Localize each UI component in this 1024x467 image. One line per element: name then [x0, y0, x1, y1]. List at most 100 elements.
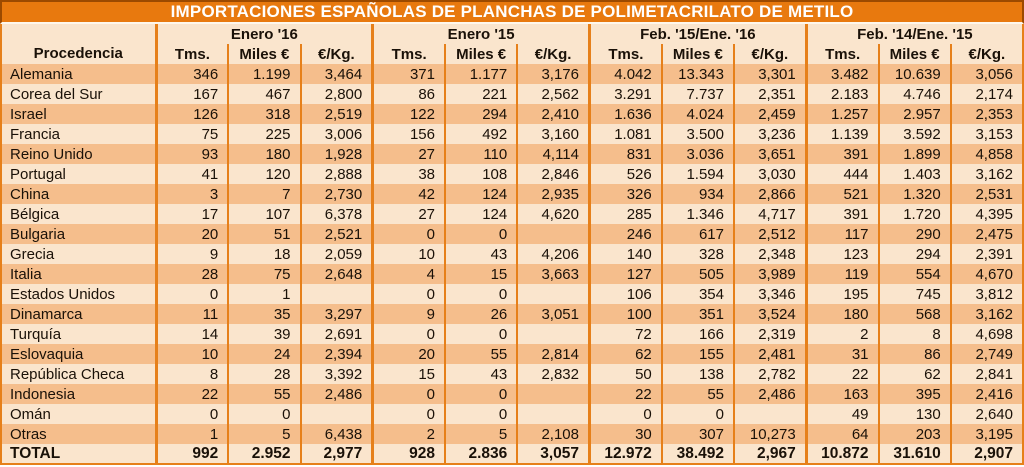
value-cell: 3,392 — [299, 364, 373, 384]
value-cell: 4.024 — [660, 104, 734, 124]
value-cell: 120 — [227, 164, 301, 184]
value-cell: 124 — [443, 184, 518, 204]
value-cell: 7.737 — [660, 84, 734, 104]
table-row: Israel 126 318 2,519 122 294 2,410 1.636 4.024 2,… — [1, 104, 1023, 124]
value-cell: 568 — [877, 304, 951, 324]
value-cell: 2.183 — [804, 84, 879, 104]
value-cell: 1.720 — [877, 204, 951, 224]
value-cell: 307 — [660, 424, 734, 444]
value-cell: 7 — [227, 184, 301, 204]
value-cell: 24 — [227, 344, 301, 364]
value-cell: 2,351 — [732, 84, 807, 104]
sub-header-5: Miles € — [443, 44, 518, 64]
country-cell: Portugal — [1, 164, 156, 184]
value-cell: 371 — [371, 64, 445, 84]
value-cell: 3,176 — [516, 64, 590, 84]
value-cell: 20 — [371, 344, 445, 364]
table-row: Bélgica 17 107 6,378 27 124 4,620 285 1.346 4,717… — [1, 204, 1023, 224]
value-cell: 180 — [804, 304, 879, 324]
value-cell: 1.403 — [877, 164, 951, 184]
value-cell: 2,391 — [949, 244, 1023, 264]
value-cell: 2 — [804, 324, 879, 344]
value-cell: 108 — [443, 164, 518, 184]
value-cell: 51 — [227, 224, 301, 244]
country-cell: Israel — [1, 104, 156, 124]
value-cell: 38 — [371, 164, 445, 184]
country-cell: Corea del Sur — [1, 84, 156, 104]
value-cell: 13.343 — [660, 64, 734, 84]
value-cell: 1 — [154, 424, 229, 444]
value-cell: 2,846 — [516, 164, 590, 184]
value-cell: 17 — [154, 204, 229, 224]
value-cell: 2,832 — [516, 364, 590, 384]
country-cell: Indonesia — [1, 384, 156, 404]
value-cell: 31 — [804, 344, 879, 364]
value-cell: 1.257 — [804, 104, 879, 124]
value-cell: 554 — [877, 264, 951, 284]
sub-header-7: Tms. — [587, 44, 662, 64]
value-cell: 2,394 — [299, 344, 373, 364]
total-row: TOTAL 992 2.952 2,977 928 2.836 3,057 12.972 38.… — [1, 444, 1023, 464]
value-cell — [299, 284, 373, 304]
value-cell: 444 — [804, 164, 879, 184]
value-cell: 4,620 — [516, 204, 590, 224]
value-cell: 22 — [804, 364, 879, 384]
value-cell: 3.291 — [587, 84, 662, 104]
country-cell: Dinamarca — [1, 304, 156, 324]
page-title: IMPORTACIONES ESPAÑOLAS DE PLANCHAS DE P… — [0, 0, 1024, 24]
country-cell: Turquía — [1, 324, 156, 344]
value-cell: 3,464 — [299, 64, 373, 84]
value-cell: 155 — [660, 344, 734, 364]
value-cell: 130 — [877, 404, 951, 424]
value-cell: 9 — [154, 244, 229, 264]
value-cell: 86 — [877, 344, 951, 364]
value-cell: 22 — [587, 384, 662, 404]
value-cell: 55 — [227, 384, 301, 404]
value-cell: 127 — [587, 264, 662, 284]
value-cell: 107 — [227, 204, 301, 224]
value-cell: 2,782 — [732, 364, 807, 384]
value-cell: 1.346 — [660, 204, 734, 224]
value-cell: 1.899 — [877, 144, 951, 164]
value-cell: 3.592 — [877, 124, 951, 144]
value-cell: 395 — [877, 384, 951, 404]
value-cell: 3,030 — [732, 164, 807, 184]
value-cell: 62 — [877, 364, 951, 384]
value-cell: 2,907 — [949, 444, 1023, 464]
table-row: Corea del Sur 167 467 2,800 86 221 2,562 3.291 7… — [1, 84, 1023, 104]
value-cell: 10 — [371, 244, 445, 264]
table-row: Portugal 41 120 2,888 38 108 2,846 526 1.594 3,03… — [1, 164, 1023, 184]
value-cell: 934 — [660, 184, 734, 204]
value-cell: 4,114 — [516, 144, 590, 164]
value-cell: 2,519 — [299, 104, 373, 124]
value-cell: 3,160 — [516, 124, 590, 144]
value-cell: 1.139 — [804, 124, 879, 144]
value-cell: 3,346 — [732, 284, 807, 304]
value-cell: 3,236 — [732, 124, 807, 144]
value-cell: 225 — [227, 124, 301, 144]
value-cell: 745 — [877, 284, 951, 304]
value-cell: 3,057 — [516, 444, 590, 464]
value-cell: 2,640 — [949, 404, 1023, 424]
value-cell: 86 — [371, 84, 445, 104]
value-cell: 2,108 — [516, 424, 590, 444]
imports-table: Procedencia Enero '16 Enero '15 Feb. '15/E… — [0, 24, 1024, 465]
value-cell: 221 — [443, 84, 518, 104]
value-cell: 3.482 — [804, 64, 879, 84]
value-cell: 75 — [154, 124, 229, 144]
country-cell: Bulgaria — [1, 224, 156, 244]
table-row: Dinamarca 11 35 3,297 9 26 3,051 100 351 3,524 180… — [1, 304, 1023, 324]
value-cell: 3,524 — [732, 304, 807, 324]
value-cell: 1.199 — [227, 64, 301, 84]
value-cell: 505 — [660, 264, 734, 284]
sub-header-12: €/Kg. — [949, 44, 1023, 64]
sub-header-6: €/Kg. — [516, 44, 590, 64]
value-cell: 50 — [587, 364, 662, 384]
value-cell: 2,967 — [732, 444, 807, 464]
value-cell: 2,562 — [516, 84, 590, 104]
table-row: República Checa 8 28 3,392 15 43 2,832 50 138 2,7… — [1, 364, 1023, 384]
value-cell: 122 — [371, 104, 445, 124]
value-cell: 20 — [154, 224, 229, 244]
value-cell: 2,481 — [732, 344, 807, 364]
value-cell: 6,438 — [299, 424, 373, 444]
